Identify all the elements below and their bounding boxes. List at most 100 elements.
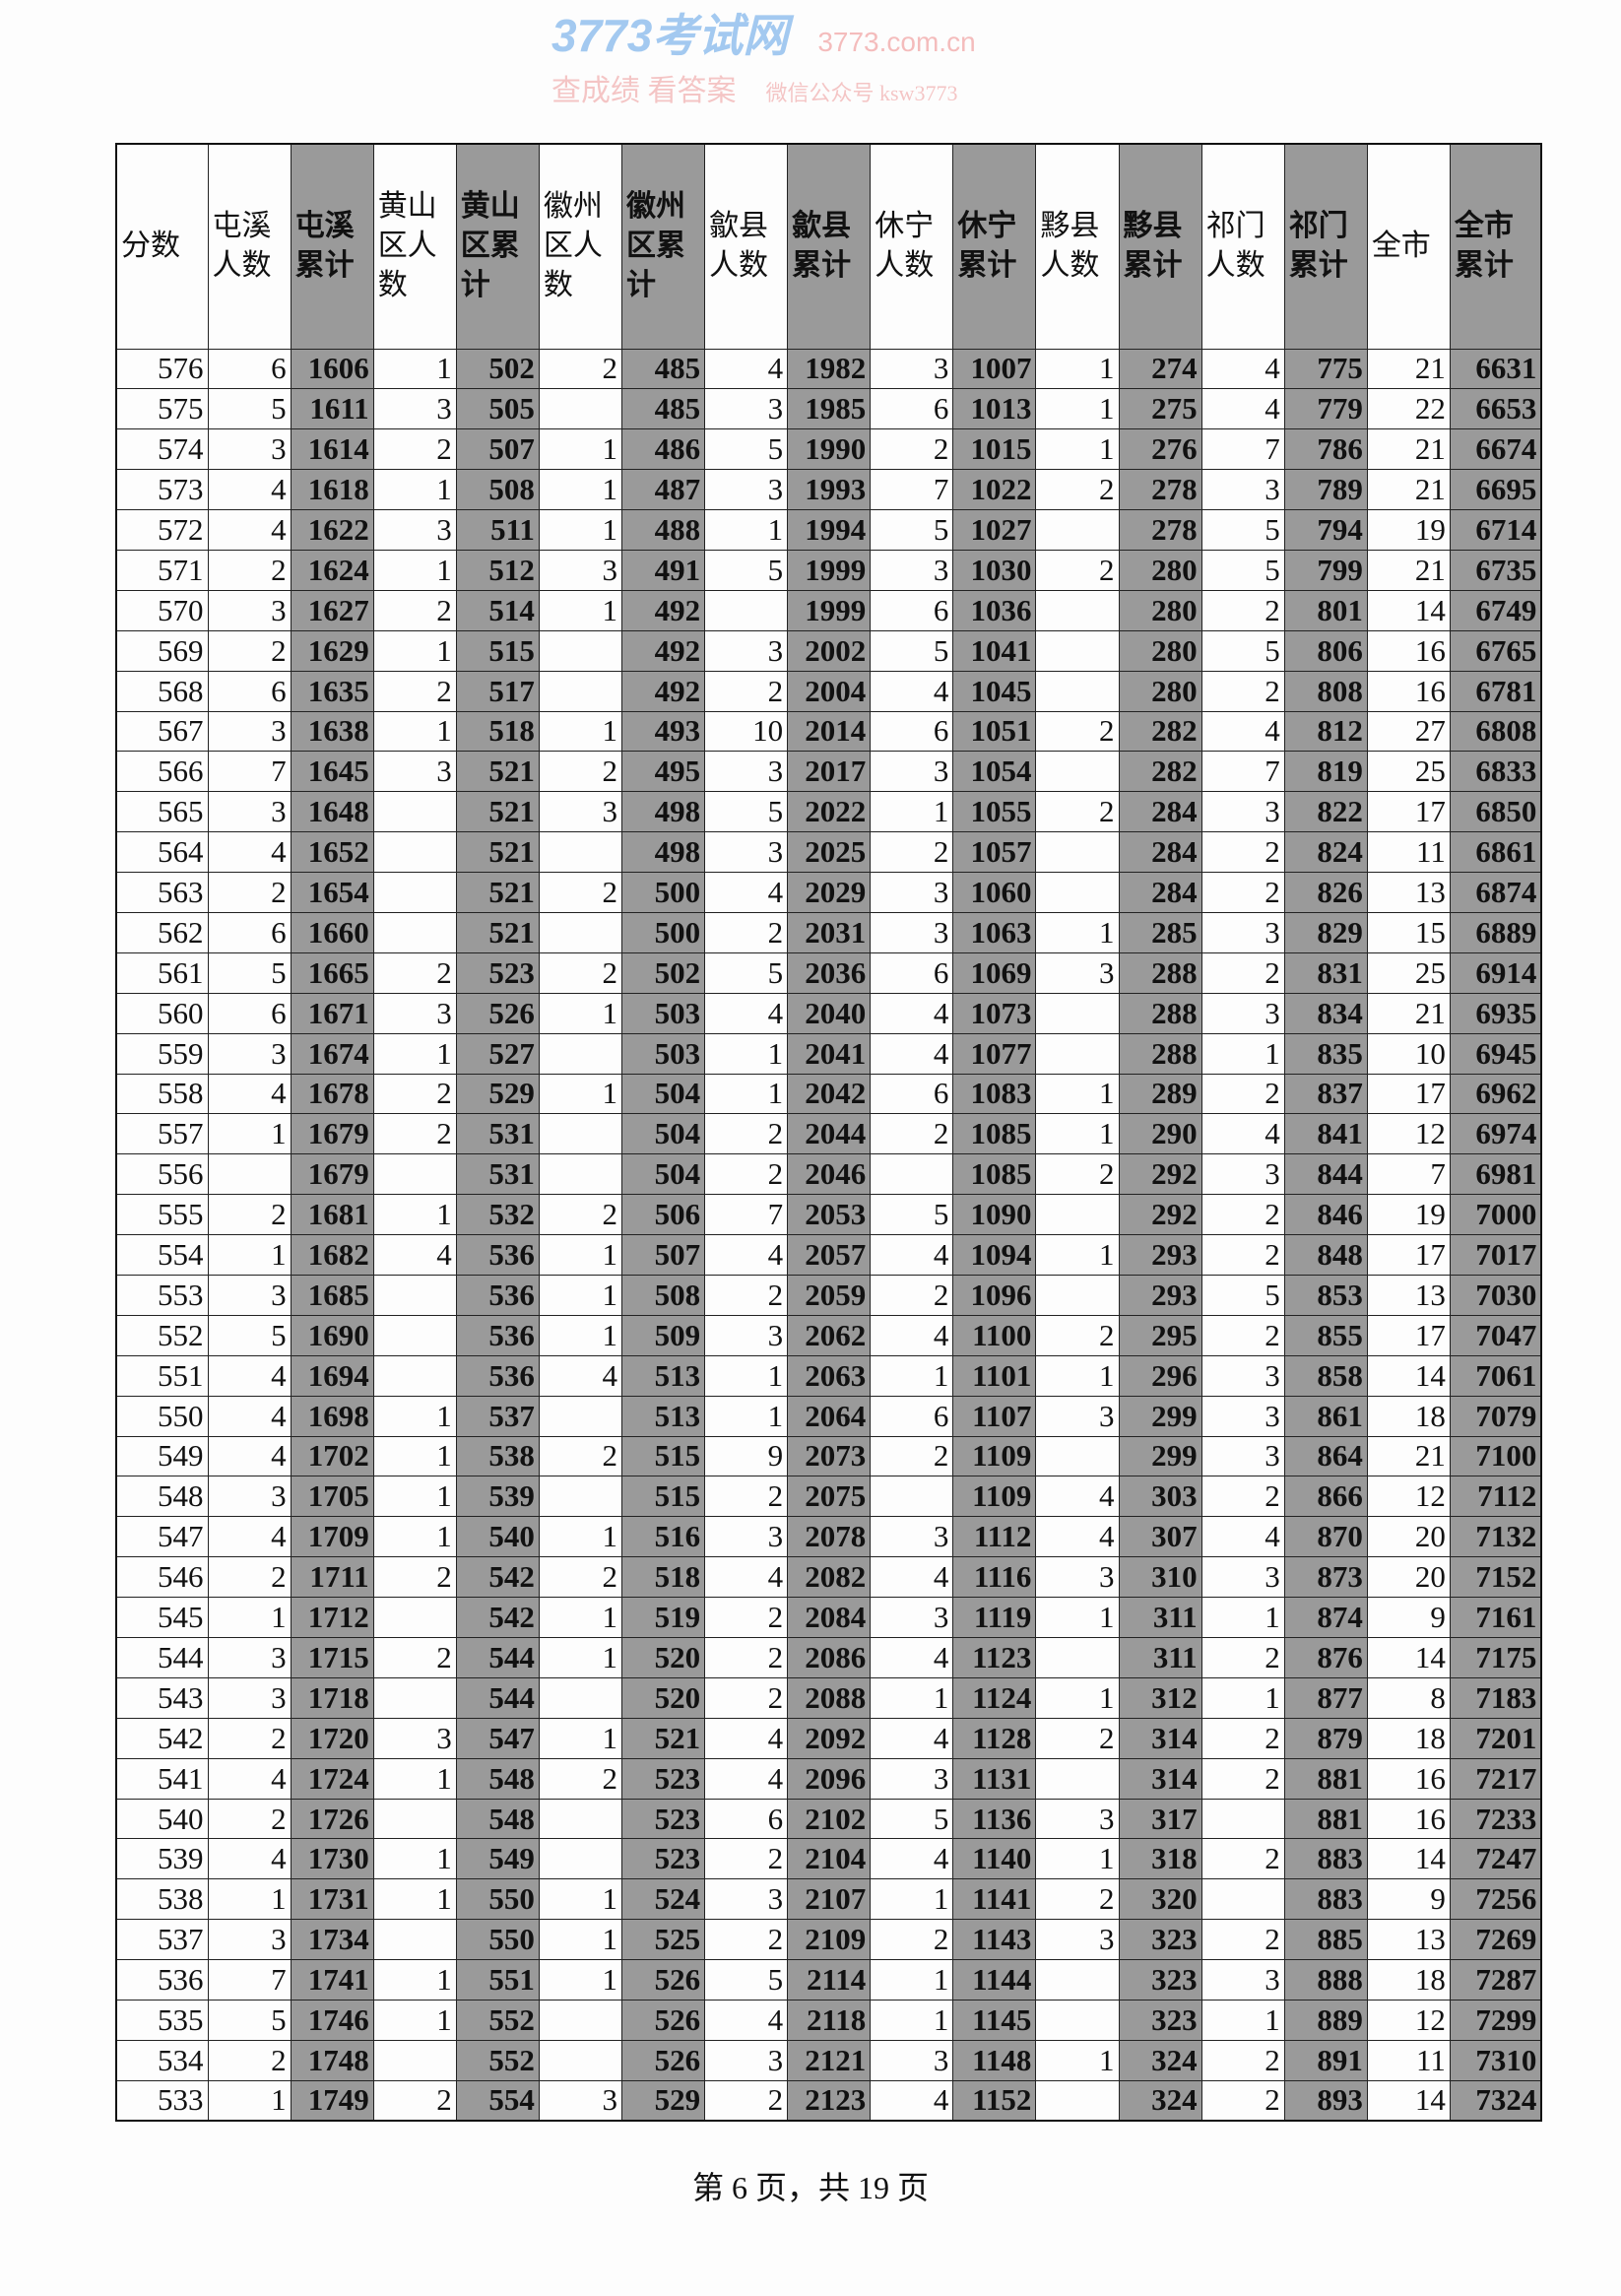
count-cell: 3: [870, 1757, 954, 1800]
cumulative-cell: 834: [1283, 992, 1368, 1034]
count-cell: 1: [870, 1878, 954, 1921]
count-cell: 4: [207, 1757, 292, 1800]
cumulative-cell: 536: [455, 1354, 540, 1397]
count-cell: 2: [207, 1798, 292, 1840]
cumulative-cell: 846: [1283, 1194, 1368, 1236]
cumulative-cell: 1036: [952, 589, 1037, 631]
score-cell: 576: [115, 348, 209, 390]
cumulative-cell: 864: [1283, 1435, 1368, 1477]
count-cell: 1: [870, 2000, 954, 2041]
count-cell: [1035, 751, 1120, 793]
cumulative-cell: 2096: [787, 1757, 872, 1800]
cumulative-cell: 1685: [290, 1274, 374, 1316]
cumulative-cell: 539: [455, 1476, 540, 1518]
cumulative-cell: 786: [1283, 428, 1368, 471]
score-cell: 553: [115, 1274, 209, 1316]
cumulative-cell: 1055: [952, 791, 1037, 833]
count-cell: [538, 911, 622, 953]
count-cell: 3: [870, 1516, 954, 1558]
table-row: 538 1 1731 1 550 1 524 3 2107 1 1141 2 320 883 9 7256: [115, 1878, 1542, 1921]
count-cell: 17: [1366, 1234, 1451, 1276]
count-cell: 3: [704, 751, 789, 793]
cumulative-cell: 7000: [1449, 1194, 1542, 1236]
column-header: 屯溪累计: [290, 143, 374, 350]
table-row: 565 3 1648 521 3 498 5 2022 1 1055 2 284 3 822 17 6850: [115, 791, 1542, 833]
count-cell: 4: [1035, 1476, 1120, 1518]
score-cell: 539: [115, 1838, 209, 1880]
count-cell: 3: [1200, 1435, 1285, 1477]
cumulative-cell: 1746: [290, 2000, 374, 2041]
cumulative-cell: 824: [1283, 831, 1368, 874]
cumulative-cell: 6735: [1449, 549, 1542, 591]
cumulative-cell: 1734: [290, 1919, 374, 1961]
count-cell: 3: [1035, 951, 1120, 994]
cumulative-cell: 280: [1118, 670, 1202, 712]
cumulative-cell: 1674: [290, 1032, 374, 1075]
count-cell: 1: [538, 1878, 622, 1921]
cumulative-cell: 883: [1283, 1878, 1368, 1921]
cumulative-cell: 858: [1283, 1354, 1368, 1397]
table-row: 543 3 1718 544 520 2 2088 1 1124 1 312 1 877 8 7183: [115, 1676, 1542, 1719]
cumulative-cell: 1993: [787, 469, 872, 511]
cumulative-cell: 311: [1118, 1637, 1202, 1678]
cumulative-cell: 2118: [787, 2000, 872, 2041]
count-cell: 1: [1035, 1838, 1120, 1880]
count-cell: 1: [372, 1516, 457, 1558]
cumulative-cell: 536: [455, 1314, 540, 1356]
cumulative-cell: 529: [455, 1073, 540, 1115]
count-cell: [372, 1798, 457, 1840]
count-cell: 2: [1035, 1878, 1120, 1921]
cumulative-cell: 548: [455, 1798, 540, 1840]
cumulative-cell: 307: [1118, 1516, 1202, 1558]
count-cell: 14: [1366, 1838, 1451, 1880]
count-cell: 3: [207, 1637, 292, 1678]
count-cell: 4: [870, 670, 954, 712]
count-cell: 3: [207, 1274, 292, 1316]
count-cell: 5: [207, 388, 292, 430]
count-cell: 5: [207, 951, 292, 994]
count-cell: 4: [1200, 1516, 1285, 1558]
count-cell: 1: [372, 1878, 457, 1921]
column-header: 分数: [115, 143, 209, 350]
cumulative-cell: 1705: [290, 1476, 374, 1518]
count-cell: 5: [207, 2000, 292, 2041]
count-cell: 16: [1366, 670, 1451, 712]
cumulative-cell: 290: [1118, 1113, 1202, 1155]
count-cell: 3: [1200, 992, 1285, 1034]
cumulative-cell: 276: [1118, 428, 1202, 471]
count-cell: 3: [870, 911, 954, 953]
cumulative-cell: 509: [620, 1314, 706, 1356]
cumulative-cell: 883: [1283, 1838, 1368, 1880]
cumulative-cell: 835: [1283, 1032, 1368, 1075]
count-cell: 2: [704, 1838, 789, 1880]
cumulative-cell: 1678: [290, 1073, 374, 1115]
cumulative-cell: 861: [1283, 1395, 1368, 1437]
count-cell: [870, 1153, 954, 1196]
count-cell: 22: [1366, 388, 1451, 430]
cumulative-cell: 7112: [1449, 1476, 1542, 1518]
cumulative-cell: 311: [1118, 1597, 1202, 1638]
cumulative-cell: 526: [620, 2039, 706, 2081]
count-cell: 3: [704, 388, 789, 430]
cumulative-cell: 502: [620, 951, 706, 994]
count-cell: 4: [207, 1395, 292, 1437]
count-cell: 5: [704, 791, 789, 833]
count-cell: 3: [704, 469, 789, 511]
table-row: 545 1 1712 542 1 519 2 2084 3 1119 1 311 1 874 9 7161: [115, 1597, 1542, 1638]
count-cell: 10: [1366, 1032, 1451, 1075]
cumulative-cell: 547: [455, 1717, 540, 1759]
cumulative-cell: 540: [455, 1516, 540, 1558]
table-row: 546 2 1711 2 542 2 518 4 2082 4 1116 3 310 3 873 20 7152: [115, 1556, 1542, 1599]
score-cell: 571: [115, 549, 209, 591]
count-cell: 9: [1366, 1878, 1451, 1921]
count-cell: 6: [870, 1395, 954, 1437]
cumulative-cell: 1148: [952, 2039, 1037, 2081]
score-cell: 541: [115, 1757, 209, 1800]
cumulative-cell: 289: [1118, 1073, 1202, 1115]
count-cell: 2: [207, 1717, 292, 1759]
cumulative-cell: 486: [620, 428, 706, 471]
cumulative-cell: 495: [620, 751, 706, 793]
count-cell: 2: [1035, 791, 1120, 833]
count-cell: 13: [1366, 1274, 1451, 1316]
cumulative-cell: 799: [1283, 549, 1368, 591]
